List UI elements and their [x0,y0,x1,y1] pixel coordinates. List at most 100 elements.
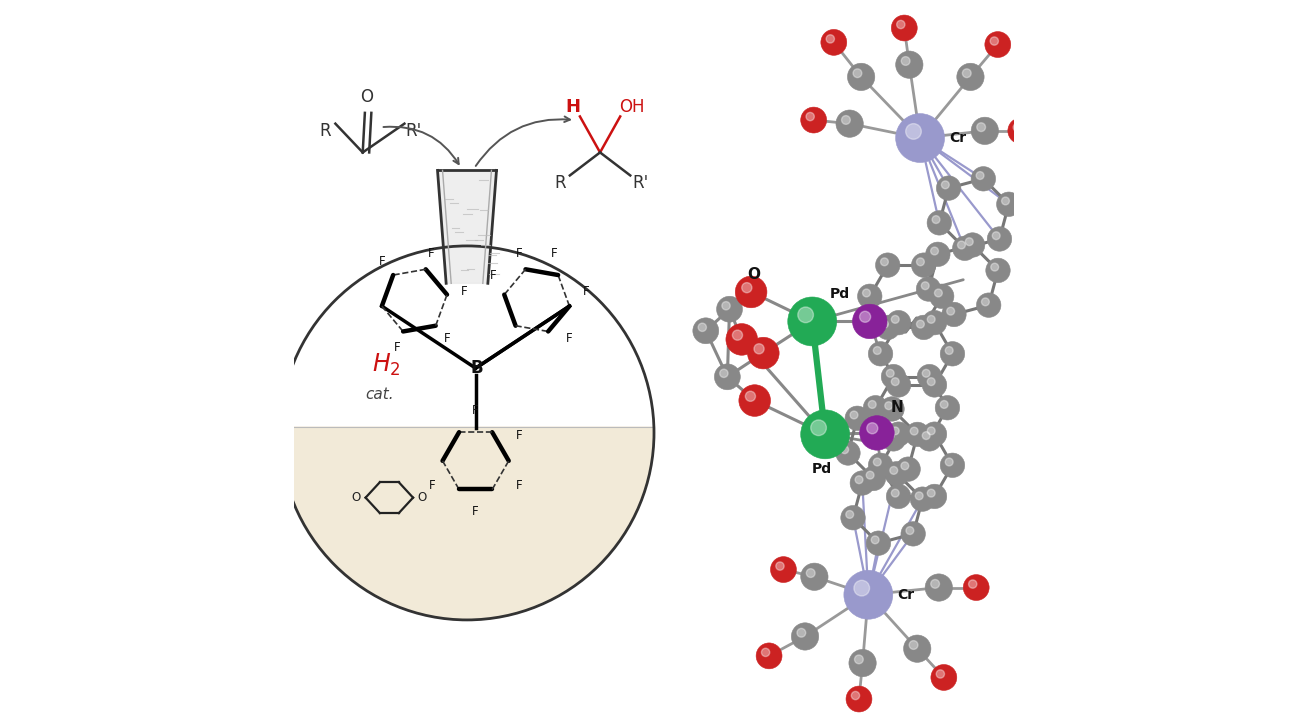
Text: N: N [891,400,904,415]
Circle shape [844,570,893,619]
Circle shape [931,664,956,690]
Circle shape [862,289,870,297]
Circle shape [891,490,899,497]
Circle shape [853,304,887,339]
Circle shape [887,310,910,335]
Circle shape [850,471,875,495]
Circle shape [926,242,950,266]
Circle shape [800,107,827,133]
Polygon shape [280,427,654,620]
Circle shape [821,30,846,56]
Circle shape [884,401,892,409]
Circle shape [1014,123,1022,131]
Circle shape [896,457,921,482]
Text: Cr: Cr [897,588,914,601]
Circle shape [927,378,935,386]
Circle shape [836,110,863,137]
Circle shape [880,258,888,266]
Circle shape [882,427,905,451]
Text: R: R [555,174,566,192]
Circle shape [927,427,935,435]
Circle shape [884,461,909,486]
Circle shape [927,316,935,323]
Text: Pd: Pd [811,462,832,476]
Circle shape [985,32,1011,58]
Circle shape [901,56,910,66]
Circle shape [891,316,899,323]
Circle shape [990,264,998,271]
Circle shape [971,117,998,144]
Circle shape [927,490,935,497]
Circle shape [947,308,955,315]
Circle shape [937,670,944,678]
Text: F: F [515,479,522,492]
Circle shape [849,649,876,677]
Circle shape [800,410,850,458]
Circle shape [811,420,827,435]
Circle shape [909,640,918,649]
Circle shape [887,422,910,446]
Text: F: F [515,429,522,442]
Circle shape [937,176,961,201]
Circle shape [889,466,897,474]
Circle shape [735,276,766,308]
Circle shape [963,575,989,601]
Text: F: F [472,404,479,417]
Circle shape [874,458,882,466]
Circle shape [866,471,874,479]
Circle shape [853,69,862,77]
Circle shape [922,432,930,440]
Circle shape [977,293,1001,318]
Text: OH: OH [619,98,645,116]
Circle shape [960,232,985,257]
Circle shape [845,406,870,430]
Circle shape [719,369,729,378]
Text: F: F [517,247,523,260]
Text: F: F [428,247,436,260]
Circle shape [753,344,764,354]
Circle shape [742,282,752,292]
Circle shape [887,484,910,509]
Circle shape [897,20,905,29]
Circle shape [841,116,850,124]
Text: F: F [429,479,436,492]
Text: $H_2$: $H_2$ [371,352,400,378]
Circle shape [922,373,947,397]
Circle shape [904,635,931,662]
Circle shape [855,476,863,484]
Circle shape [916,492,923,500]
Circle shape [800,563,828,591]
Circle shape [963,69,971,77]
Circle shape [714,364,740,390]
Circle shape [693,318,718,344]
Text: R': R' [632,174,649,192]
Circle shape [957,241,965,249]
Circle shape [869,401,876,409]
Circle shape [981,298,989,306]
Circle shape [935,396,960,420]
Circle shape [848,64,875,90]
Text: B: B [470,359,483,377]
Circle shape [917,258,925,266]
Circle shape [866,531,891,555]
Text: Cr: Cr [948,131,967,145]
Circle shape [921,282,929,290]
Circle shape [722,302,730,310]
Circle shape [787,297,837,346]
Circle shape [861,466,886,491]
Circle shape [986,258,1010,282]
Circle shape [977,123,985,131]
Circle shape [952,236,977,261]
Text: F: F [460,285,467,298]
Text: R': R' [405,122,421,140]
Circle shape [887,432,895,440]
Text: F: F [443,332,450,345]
Circle shape [891,378,899,386]
Circle shape [880,397,904,421]
Circle shape [933,216,940,224]
Circle shape [925,574,952,601]
Circle shape [906,526,914,534]
Text: F: F [490,269,497,282]
Circle shape [770,557,797,583]
Circle shape [859,416,895,451]
